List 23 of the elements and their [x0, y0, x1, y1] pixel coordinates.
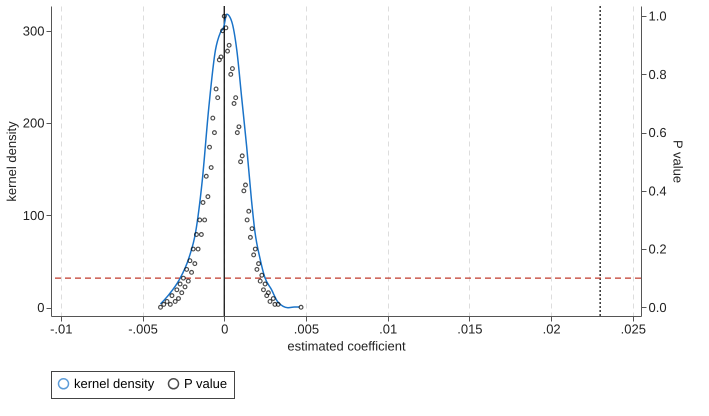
- x-tick-label: 0: [221, 322, 228, 336]
- x-tick-label: .01: [379, 322, 398, 336]
- y2-tick-label: 0.0: [648, 300, 667, 315]
- x-tick-label: .02: [542, 322, 561, 336]
- x-tick-label: .015: [457, 322, 483, 336]
- legend-label: P value: [184, 376, 228, 391]
- y-tick-label: 200: [22, 116, 44, 131]
- y2-tick-label: 0.6: [648, 125, 667, 140]
- y2-tick-label: 1.0: [648, 8, 667, 24]
- x-axis-title: estimated coefficient: [287, 338, 406, 354]
- y2-tick-label: 0.4: [648, 183, 667, 198]
- y-tick-label: 0: [37, 300, 44, 316]
- y2-axis-title: P value: [670, 140, 686, 184]
- y-tick-label: 300: [22, 23, 44, 38]
- x-tick-label: -.005: [128, 322, 158, 336]
- y-axis-title: kernel density: [4, 120, 19, 202]
- x-tick-label: -.01: [50, 322, 73, 336]
- y2-tick-label: 0.2: [648, 242, 667, 257]
- x-tick-label: .005: [294, 322, 320, 336]
- y2-tick-label: 0.8: [648, 66, 667, 82]
- y-tick-label: 100: [22, 208, 44, 223]
- x-tick-label: .025: [620, 322, 646, 336]
- legend-label: kernel density: [74, 376, 155, 391]
